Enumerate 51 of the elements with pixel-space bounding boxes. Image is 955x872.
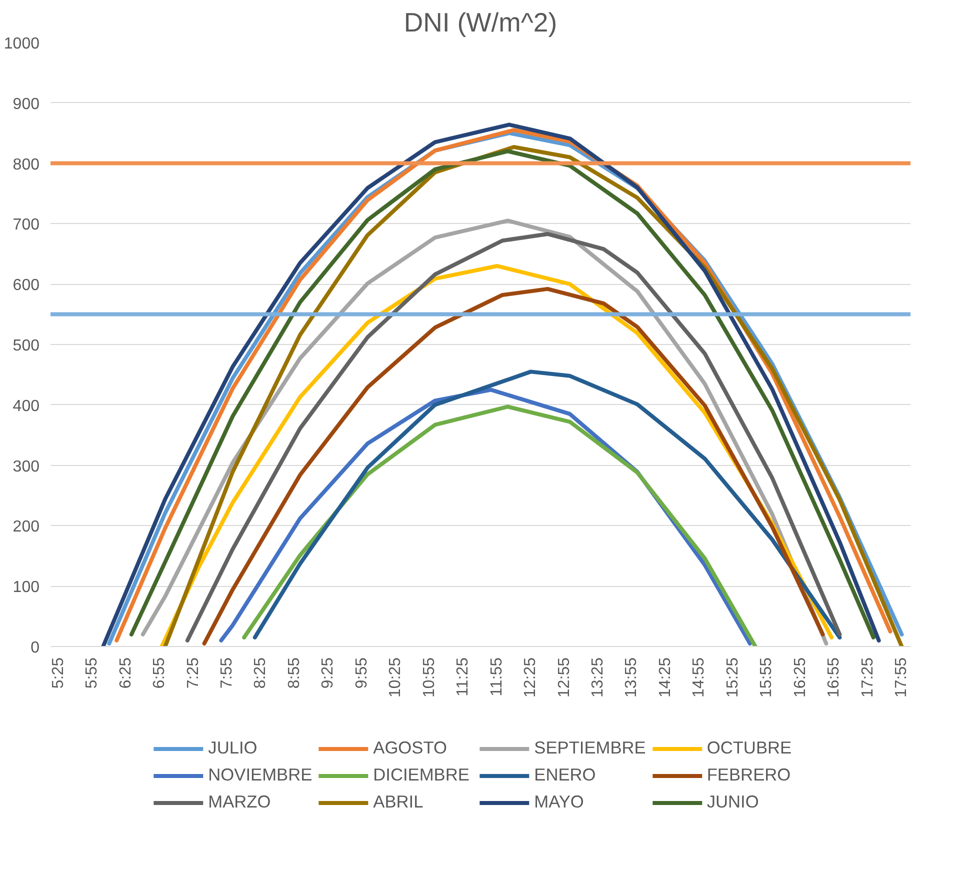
y-tick-label: 1000 xyxy=(4,36,40,52)
x-tick-label: 14:25 xyxy=(656,657,674,698)
x-tick-label: 17:55 xyxy=(893,657,910,698)
x-tick-label: 5:25 xyxy=(50,657,67,689)
x-tick-label: 15:55 xyxy=(758,657,776,698)
x-tick-label: 15:25 xyxy=(724,657,742,698)
x-tick-label: 13:25 xyxy=(589,657,606,698)
y-tick-label: 700 xyxy=(12,216,40,234)
x-tick-label: 13:55 xyxy=(623,657,640,698)
y-tick-label: 600 xyxy=(12,277,40,294)
x-tick-label: 10:25 xyxy=(387,657,404,698)
legend-label: ABRIL xyxy=(373,792,424,812)
x-tick-label: 8:25 xyxy=(252,657,270,689)
x-tick-label: 6:55 xyxy=(151,657,168,689)
legend-label: MAYO xyxy=(534,792,585,812)
legend-label: FEBRERO xyxy=(706,764,792,786)
x-tick-label: 14:55 xyxy=(690,657,708,698)
legend-label: ENERO xyxy=(534,764,597,786)
legend-label: NOVIEMBRE xyxy=(208,764,312,786)
legend-label: SEPTIEMBRE xyxy=(534,738,646,758)
chart-title: DNI (W/m^2) xyxy=(404,8,558,38)
y-tick-label: 0 xyxy=(30,640,40,656)
legend-label: JULIO xyxy=(208,738,258,758)
x-tick-label: 6:25 xyxy=(117,657,134,689)
x-tick-label: 5:55 xyxy=(84,657,101,689)
x-tick-label: 12:55 xyxy=(556,657,573,698)
x-tick-label: 8:55 xyxy=(286,657,303,689)
y-tick-label: 300 xyxy=(12,458,40,476)
x-tick-label: 11:25 xyxy=(454,657,472,696)
y-tick-label: 500 xyxy=(12,338,40,354)
x-tick-label: 10:55 xyxy=(420,657,438,698)
legend-label: AGOSTO xyxy=(373,738,448,758)
x-tick-label: 7:55 xyxy=(218,657,236,689)
x-tick-label: 17:25 xyxy=(859,657,876,698)
legend-label: DICIEMBRE xyxy=(373,764,470,786)
y-tick-label: 200 xyxy=(12,518,40,536)
y-tick-label: 800 xyxy=(12,156,40,174)
legend-label: JUNIO xyxy=(706,792,760,812)
x-tick-label: 9:25 xyxy=(320,657,337,689)
x-tick-label: 11:55 xyxy=(488,657,506,696)
line-series xyxy=(252,370,842,640)
x-tick-label: 12:25 xyxy=(522,657,540,698)
x-tick-label: 16:55 xyxy=(826,657,843,698)
x-tick-label: 16:25 xyxy=(792,657,809,698)
x-tick-label: 7:25 xyxy=(184,657,202,689)
legend-label: OCTUBRE xyxy=(706,738,793,758)
y-tick-label: 900 xyxy=(12,96,40,113)
x-tick-label: 9:55 xyxy=(353,657,370,689)
y-tick-label: 100 xyxy=(12,579,40,596)
legend-label: MARZO xyxy=(208,792,272,812)
y-tick-label: 400 xyxy=(12,398,40,415)
